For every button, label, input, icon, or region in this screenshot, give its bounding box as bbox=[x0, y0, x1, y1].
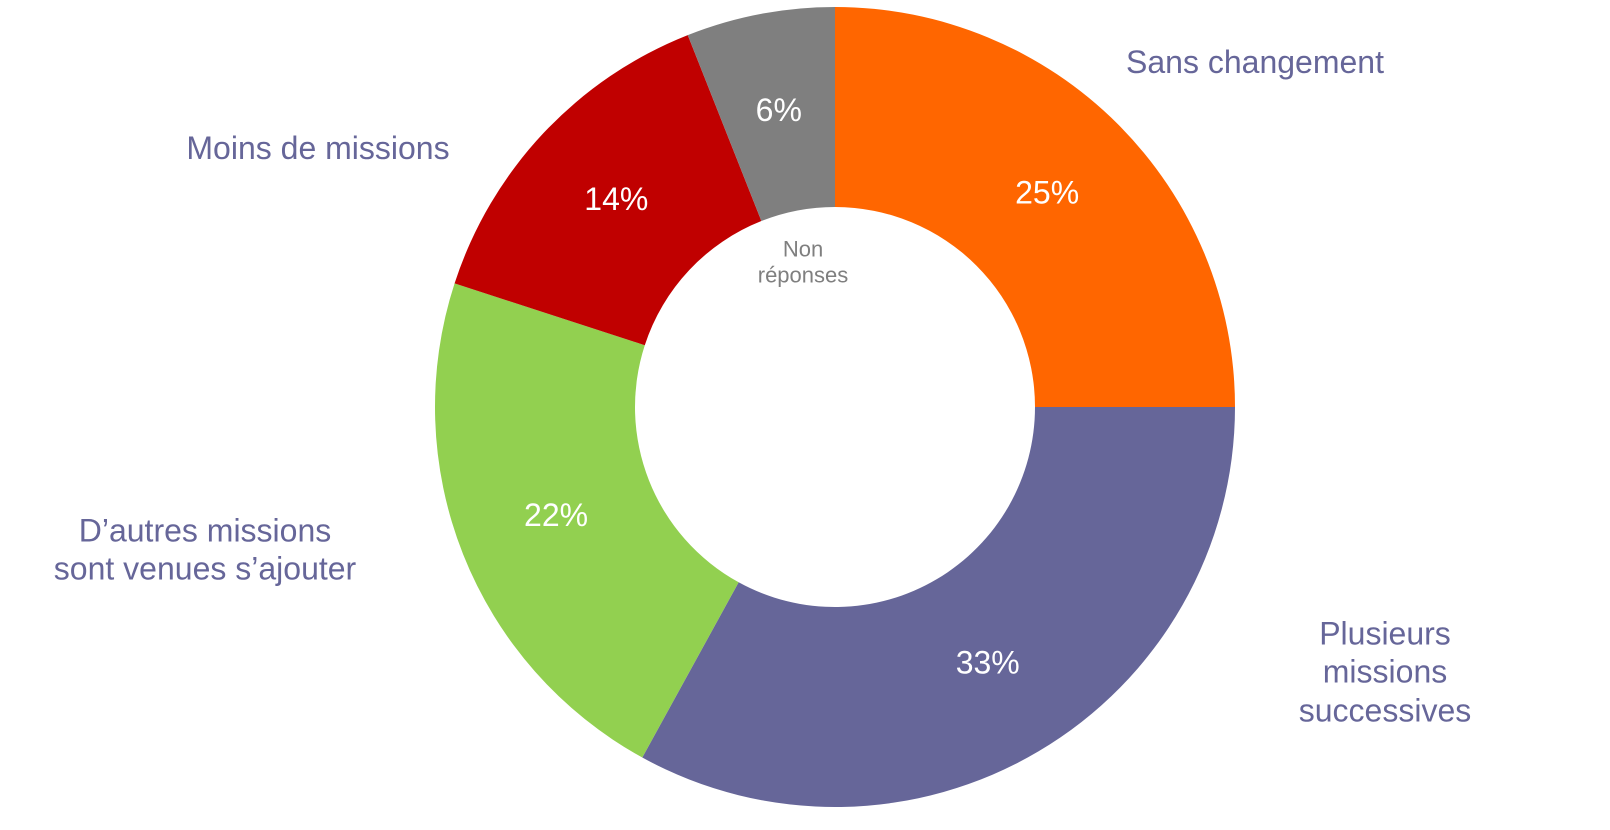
category-label: Non réponses bbox=[757, 236, 849, 288]
donut-segment bbox=[454, 35, 762, 346]
donut-segment bbox=[835, 7, 1235, 407]
category-label: D’autres missions sont venues s’ajouter bbox=[53, 512, 357, 587]
donut-segment bbox=[435, 283, 739, 758]
donut-segment bbox=[642, 407, 1235, 807]
category-label: Sans changement bbox=[1126, 43, 1384, 80]
value-label: 22% bbox=[524, 497, 588, 533]
value-label: 25% bbox=[1015, 174, 1079, 210]
category-label: Plusieurs missions successives bbox=[1298, 615, 1472, 729]
value-label: 33% bbox=[956, 645, 1020, 681]
value-label: 14% bbox=[584, 181, 648, 217]
donut-segment bbox=[687, 7, 835, 222]
category-label: Moins de missions bbox=[186, 129, 450, 166]
value-label: 6% bbox=[756, 92, 802, 128]
